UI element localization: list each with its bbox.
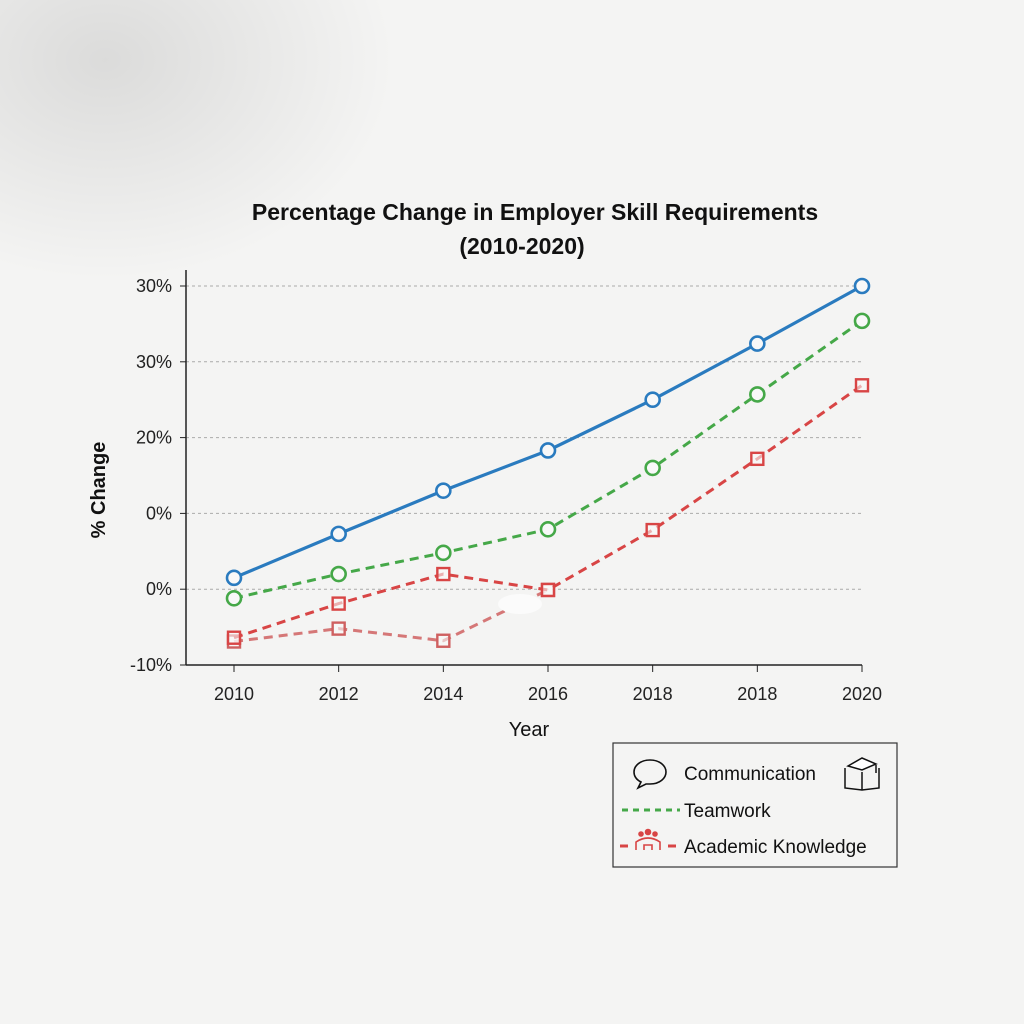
series-line <box>233 588 549 643</box>
series-academic-knowledge-secondary <box>226 582 556 649</box>
data-point <box>540 582 556 598</box>
y-tick-label: -10% <box>130 655 172 675</box>
data-point <box>853 312 871 330</box>
data-point <box>436 633 451 648</box>
x-tick-label: 2018 <box>633 684 673 704</box>
chart-subtitle: (2010-2020) <box>459 233 584 259</box>
x-tick-label: 2018 <box>737 684 777 704</box>
data-point <box>225 569 243 587</box>
speech-bubble-icon <box>633 759 667 790</box>
x-tick-label: 2016 <box>528 684 568 704</box>
series-teamwork <box>225 312 871 607</box>
x-tick-label: 2014 <box>423 684 463 704</box>
data-point <box>750 451 765 467</box>
data-point <box>435 544 452 562</box>
y-tick-label: 30% <box>136 276 172 296</box>
series-line <box>233 319 863 600</box>
data-point <box>749 335 766 352</box>
y-tick-label: 0% <box>146 503 172 523</box>
series-academic-knowledge <box>226 378 870 645</box>
legend-label-teamwork: Teamwork <box>684 801 771 822</box>
legend: Communication Teamwork Academic Knowledg… <box>612 742 898 868</box>
x-tick-label: 2012 <box>319 684 359 704</box>
data-point <box>539 521 557 538</box>
data-point <box>330 565 347 583</box>
data-point <box>644 459 661 477</box>
y-tick-label: 30% <box>136 352 172 372</box>
data-point <box>225 589 243 607</box>
data-point <box>644 391 661 409</box>
x-axis-label: Year <box>509 719 550 741</box>
data-point <box>539 442 557 459</box>
series-communication <box>225 277 871 587</box>
data-point <box>749 386 766 403</box>
series-line <box>233 384 863 640</box>
data-point <box>330 525 347 543</box>
data-point <box>645 522 660 538</box>
data-point <box>226 630 242 645</box>
y-axis-label: % Change <box>88 442 110 539</box>
data-point <box>436 566 451 582</box>
legend-label-communication: Communication <box>684 764 816 785</box>
x-tick-label: 2020 <box>842 684 882 704</box>
data-point <box>853 277 871 295</box>
data-point <box>435 482 452 499</box>
smudge <box>498 594 542 614</box>
graduation-book-icon <box>844 757 880 791</box>
data-point <box>331 596 346 611</box>
chart-title: Percentage Change in Employer Skill Requ… <box>252 199 818 225</box>
y-tick-label: 20% <box>136 428 172 448</box>
data-point <box>854 378 870 393</box>
x-tick-label: 2010 <box>214 684 254 704</box>
data-point <box>331 621 346 636</box>
y-tick-label: 0% <box>146 579 172 599</box>
people-icon <box>635 828 661 850</box>
legend-label-academic-knowledge: Academic Knowledge <box>684 837 867 858</box>
